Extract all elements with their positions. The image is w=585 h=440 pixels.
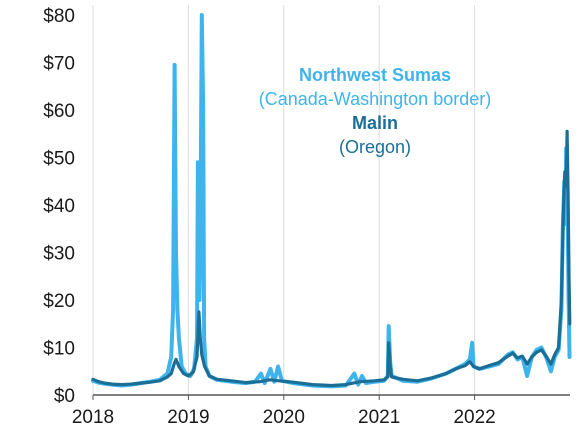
series-line-malin <box>91 129 572 388</box>
legend-name-0: Northwest Sumas <box>299 65 451 85</box>
y-tick-label-2: $20 <box>43 291 75 312</box>
y-tick-label-0: $0 <box>54 386 75 407</box>
legend: Northwest Sumas (Canada-Washington border… <box>259 65 491 157</box>
series-lines <box>91 13 572 389</box>
y-axis-ticks: $0 $10 $20 $30 $40 $50 $60 $70 $80 <box>43 6 75 407</box>
y-tick-label-4: $40 <box>43 196 75 217</box>
legend-sub-1: (Oregon) <box>339 137 411 157</box>
legend-name-1: Malin <box>352 113 398 133</box>
x-tick-label-2019: 2019 <box>167 407 209 428</box>
y-tick-label-7: $70 <box>43 54 75 75</box>
x-tick-label-2018: 2018 <box>72 407 114 428</box>
y-tick-label-6: $60 <box>43 101 75 122</box>
grid-lines <box>92 5 476 395</box>
x-tick-label-2020: 2020 <box>263 407 305 428</box>
y-tick-label-1: $10 <box>43 339 75 360</box>
y-tick-label-5: $50 <box>43 149 75 170</box>
legend-sub-0: (Canada-Washington border) <box>259 89 491 109</box>
y-tick-label-3: $30 <box>43 244 75 265</box>
x-tick-label-2021: 2021 <box>358 407 400 428</box>
y-tick-label-8: $80 <box>43 6 75 27</box>
x-tick-label-2022: 2022 <box>453 407 495 428</box>
x-axis-ticks: 2018 2019 2020 2021 2022 <box>72 395 496 428</box>
